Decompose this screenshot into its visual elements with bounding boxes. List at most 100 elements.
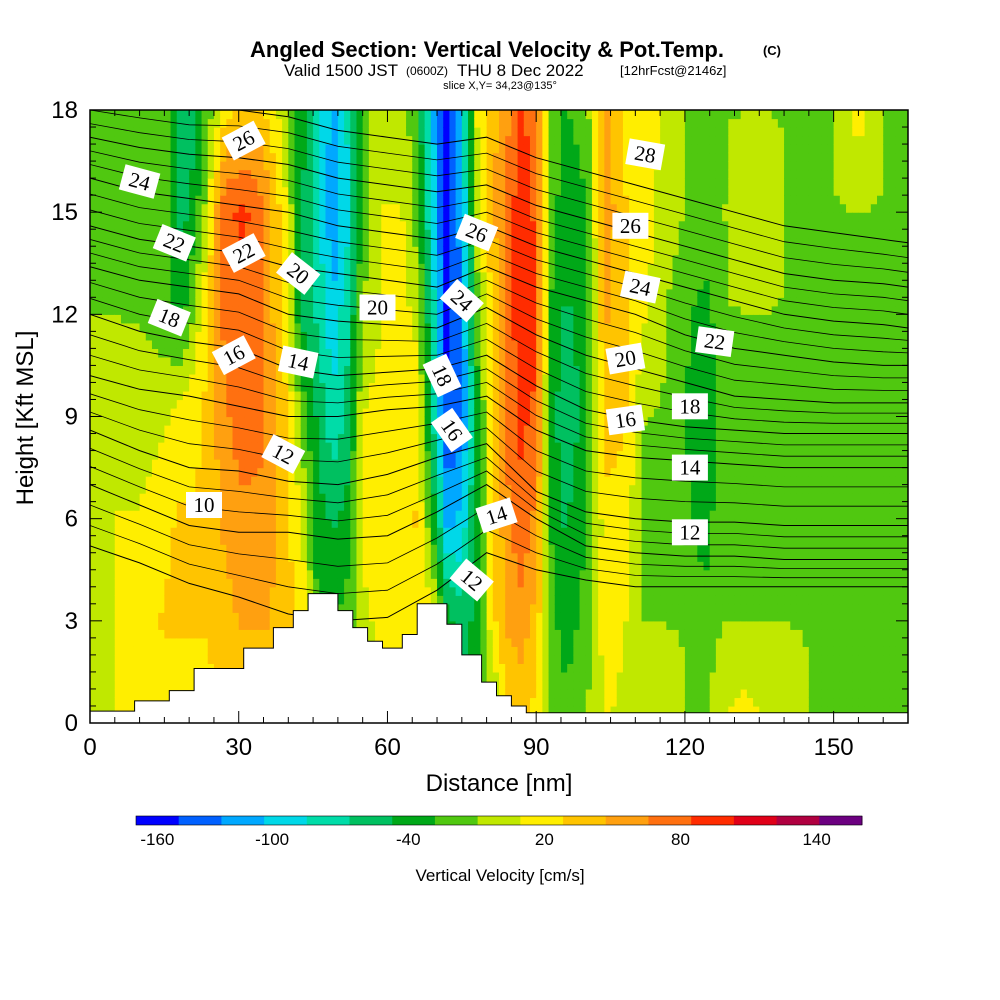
heatmap-cell [468, 459, 475, 469]
heatmap-cell [244, 110, 252, 120]
heatmap-cell [468, 646, 475, 656]
heatmap-cell [158, 620, 165, 630]
heatmap-cell [257, 314, 265, 324]
heatmap-cell [232, 195, 240, 205]
heatmap-cell [468, 612, 475, 622]
heatmap-cell [244, 612, 252, 622]
heatmap-cell [90, 399, 97, 409]
heatmap-cell [306, 339, 314, 349]
heatmap-cell [368, 382, 376, 392]
heatmap-cell [232, 518, 240, 528]
heatmap-cell [517, 637, 525, 647]
heatmap-cell [176, 161, 184, 171]
heatmap-cell [492, 535, 500, 545]
heatmap-cell [505, 254, 512, 264]
heatmap-cell [127, 152, 134, 162]
heatmap-cell [294, 297, 302, 307]
heatmap-cell [251, 365, 258, 375]
heatmap-cell [195, 569, 203, 579]
heatmap-cell [96, 620, 103, 630]
heatmap-cell [424, 110, 432, 120]
heatmap-cell [158, 663, 165, 673]
heatmap-cell [151, 399, 159, 409]
heatmap-cell [139, 322, 147, 332]
heatmap-cell [158, 382, 165, 392]
heatmap-cell [263, 612, 271, 622]
heatmap-cell [257, 442, 265, 452]
heatmap-cell [275, 595, 283, 605]
heatmap-cell [182, 399, 190, 409]
heatmap-cell [102, 288, 110, 298]
heatmap-cell [492, 382, 500, 392]
heatmap-cell [189, 544, 196, 554]
heatmap-cell [120, 646, 128, 656]
heatmap-cell [189, 620, 196, 630]
heatmap-cell [139, 118, 147, 128]
heatmap-cell [368, 552, 376, 562]
heatmap-cell [176, 135, 184, 145]
heatmap-cell [331, 169, 339, 179]
heatmap-cell [344, 501, 351, 511]
heatmap-cell [151, 280, 159, 290]
heatmap-cell [207, 416, 215, 426]
heatmap-cell [195, 246, 203, 256]
heatmap-cell [170, 595, 178, 605]
heatmap-cell [164, 110, 172, 120]
heatmap-cell [430, 212, 438, 222]
heatmap-cell [499, 110, 506, 120]
heatmap-cell [350, 263, 358, 273]
heatmap-cell [102, 280, 110, 290]
heatmap-cell [145, 654, 153, 664]
heatmap-cell [474, 518, 482, 528]
heatmap-cell [90, 518, 97, 528]
heatmap-cell [263, 237, 271, 247]
heatmap-cell [232, 399, 240, 409]
heatmap-cell [418, 535, 426, 545]
heatmap-cell [220, 620, 227, 630]
heatmap-cell [213, 331, 221, 341]
heatmap-cell [108, 484, 116, 494]
heatmap-cell [108, 399, 116, 409]
heatmap-cell [226, 535, 234, 545]
heatmap-cell [238, 569, 246, 579]
heatmap-cell [461, 493, 469, 503]
heatmap-cell [139, 552, 147, 562]
heatmap-cell [412, 527, 420, 537]
heatmap-cell [294, 501, 302, 511]
heatmap-cell [449, 118, 457, 128]
heatmap-cell [251, 110, 258, 120]
heatmap-cell [139, 195, 147, 205]
heatmap-cell [443, 280, 451, 290]
heatmap-cell [437, 595, 444, 605]
heatmap-cell [182, 620, 190, 630]
heatmap-cell [269, 348, 277, 358]
heatmap-cell [145, 390, 153, 401]
heatmap-cell [201, 544, 209, 554]
heatmap-cell [430, 271, 438, 281]
heatmap-cell [189, 484, 196, 494]
heatmap-cell [393, 442, 401, 452]
heatmap-cell [418, 178, 426, 188]
heatmap-cell [306, 459, 314, 469]
heatmap-cell [108, 663, 116, 673]
heatmap-cell [133, 484, 141, 494]
heatmap-cell [344, 348, 351, 358]
heatmap-cell [455, 246, 463, 256]
heatmap-cell [381, 390, 389, 401]
heatmap-cell [176, 263, 184, 273]
heatmap-cell [207, 654, 215, 664]
heatmap-cell [393, 280, 401, 290]
heatmap-cell [356, 356, 364, 367]
heatmap-cell [282, 220, 289, 230]
heatmap-cell [505, 595, 512, 605]
heatmap-cell [170, 348, 178, 358]
heatmap-cell [133, 127, 141, 137]
heatmap-cell [282, 314, 289, 324]
heatmap-cell [331, 467, 339, 477]
heatmap-cell [139, 212, 147, 222]
heatmap-cell [393, 314, 401, 324]
heatmap-cell [226, 654, 234, 664]
heatmap-cell [96, 178, 103, 188]
heatmap-cell [368, 229, 376, 239]
heatmap-cell [294, 527, 302, 537]
